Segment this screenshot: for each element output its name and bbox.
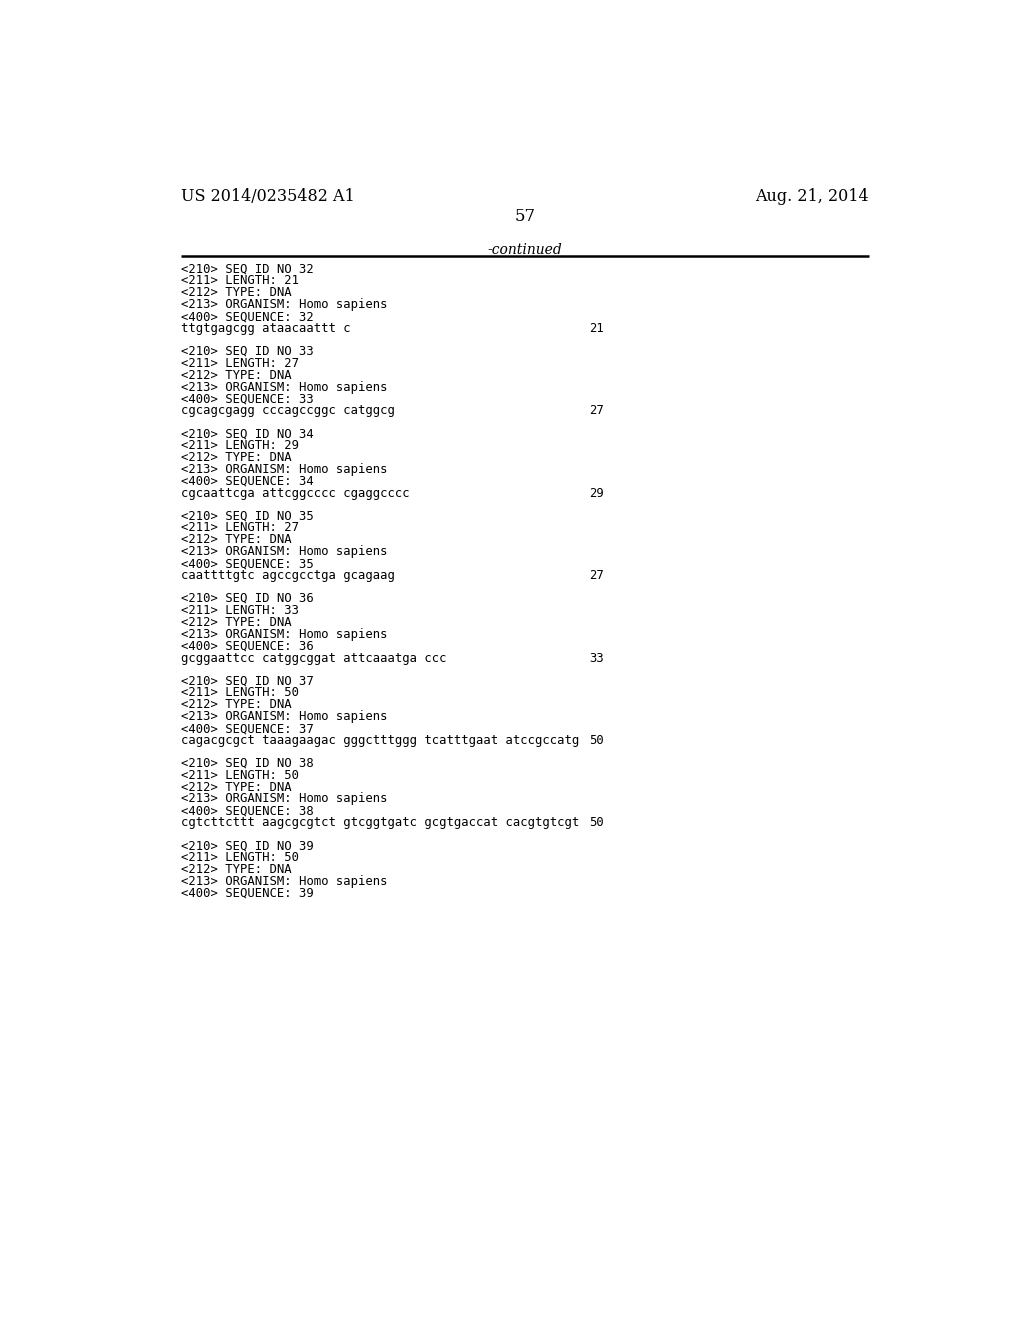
Text: <212> TYPE: DNA: <212> TYPE: DNA	[180, 863, 291, 876]
Text: <212> TYPE: DNA: <212> TYPE: DNA	[180, 615, 291, 628]
Text: 21: 21	[589, 322, 604, 335]
Text: cagacgcgct taaagaagac gggctttggg tcatttgaat atccgccatg: cagacgcgct taaagaagac gggctttggg tcatttg…	[180, 734, 579, 747]
Text: <212> TYPE: DNA: <212> TYPE: DNA	[180, 780, 291, 793]
Text: <213> ORGANISM: Homo sapiens: <213> ORGANISM: Homo sapiens	[180, 545, 387, 558]
Text: US 2014/0235482 A1: US 2014/0235482 A1	[180, 187, 354, 205]
Text: <211> LENGTH: 27: <211> LENGTH: 27	[180, 356, 299, 370]
Text: <211> LENGTH: 21: <211> LENGTH: 21	[180, 275, 299, 288]
Text: <212> TYPE: DNA: <212> TYPE: DNA	[180, 368, 291, 381]
Text: <213> ORGANISM: Homo sapiens: <213> ORGANISM: Homo sapiens	[180, 628, 387, 640]
Text: <210> SEQ ID NO 36: <210> SEQ ID NO 36	[180, 591, 313, 605]
Text: <211> LENGTH: 50: <211> LENGTH: 50	[180, 768, 299, 781]
Text: <210> SEQ ID NO 39: <210> SEQ ID NO 39	[180, 840, 313, 853]
Text: <400> SEQUENCE: 37: <400> SEQUENCE: 37	[180, 722, 313, 735]
Text: <400> SEQUENCE: 34: <400> SEQUENCE: 34	[180, 475, 313, 488]
Text: <210> SEQ ID NO 32: <210> SEQ ID NO 32	[180, 263, 313, 276]
Text: <211> LENGTH: 50: <211> LENGTH: 50	[180, 851, 299, 865]
Text: <213> ORGANISM: Homo sapiens: <213> ORGANISM: Homo sapiens	[180, 463, 387, 477]
Text: <212> TYPE: DNA: <212> TYPE: DNA	[180, 698, 291, 711]
Text: caattttgtc agccgcctga gcagaag: caattttgtc agccgcctga gcagaag	[180, 569, 394, 582]
Text: gcggaattcc catggcggat attcaaatga ccc: gcggaattcc catggcggat attcaaatga ccc	[180, 652, 446, 664]
Text: -continued: -continued	[487, 243, 562, 257]
Text: <400> SEQUENCE: 32: <400> SEQUENCE: 32	[180, 310, 313, 323]
Text: <211> LENGTH: 27: <211> LENGTH: 27	[180, 521, 299, 535]
Text: <211> LENGTH: 33: <211> LENGTH: 33	[180, 603, 299, 616]
Text: <213> ORGANISM: Homo sapiens: <213> ORGANISM: Homo sapiens	[180, 875, 387, 888]
Text: ttgtgagcgg ataacaattt c: ttgtgagcgg ataacaattt c	[180, 322, 350, 335]
Text: 27: 27	[589, 404, 604, 417]
Text: 33: 33	[589, 652, 604, 664]
Text: <212> TYPE: DNA: <212> TYPE: DNA	[180, 533, 291, 546]
Text: <400> SEQUENCE: 36: <400> SEQUENCE: 36	[180, 640, 313, 652]
Text: <210> SEQ ID NO 34: <210> SEQ ID NO 34	[180, 428, 313, 440]
Text: <213> ORGANISM: Homo sapiens: <213> ORGANISM: Homo sapiens	[180, 298, 387, 312]
Text: <210> SEQ ID NO 33: <210> SEQ ID NO 33	[180, 345, 313, 358]
Text: cgcagcgagg cccagccggc catggcg: cgcagcgagg cccagccggc catggcg	[180, 404, 394, 417]
Text: <213> ORGANISM: Homo sapiens: <213> ORGANISM: Homo sapiens	[180, 710, 387, 723]
Text: Aug. 21, 2014: Aug. 21, 2014	[756, 187, 869, 205]
Text: <213> ORGANISM: Homo sapiens: <213> ORGANISM: Homo sapiens	[180, 380, 387, 393]
Text: <210> SEQ ID NO 37: <210> SEQ ID NO 37	[180, 675, 313, 688]
Text: <213> ORGANISM: Homo sapiens: <213> ORGANISM: Homo sapiens	[180, 792, 387, 805]
Text: 57: 57	[514, 209, 536, 226]
Text: <400> SEQUENCE: 38: <400> SEQUENCE: 38	[180, 804, 313, 817]
Text: <210> SEQ ID NO 38: <210> SEQ ID NO 38	[180, 756, 313, 770]
Text: 50: 50	[589, 734, 604, 747]
Text: <211> LENGTH: 50: <211> LENGTH: 50	[180, 686, 299, 700]
Text: 50: 50	[589, 816, 604, 829]
Text: <212> TYPE: DNA: <212> TYPE: DNA	[180, 451, 291, 465]
Text: <400> SEQUENCE: 35: <400> SEQUENCE: 35	[180, 557, 313, 570]
Text: <210> SEQ ID NO 35: <210> SEQ ID NO 35	[180, 510, 313, 523]
Text: <400> SEQUENCE: 33: <400> SEQUENCE: 33	[180, 392, 313, 405]
Text: <400> SEQUENCE: 39: <400> SEQUENCE: 39	[180, 887, 313, 900]
Text: <211> LENGTH: 29: <211> LENGTH: 29	[180, 440, 299, 451]
Text: 27: 27	[589, 569, 604, 582]
Text: cgtcttcttt aagcgcgtct gtcggtgatc gcgtgaccat cacgtgtcgt: cgtcttcttt aagcgcgtct gtcggtgatc gcgtgac…	[180, 816, 579, 829]
Text: <212> TYPE: DNA: <212> TYPE: DNA	[180, 286, 291, 300]
Text: 29: 29	[589, 487, 604, 500]
Text: cgcaattcga attcggcccc cgaggcccc: cgcaattcga attcggcccc cgaggcccc	[180, 487, 410, 500]
